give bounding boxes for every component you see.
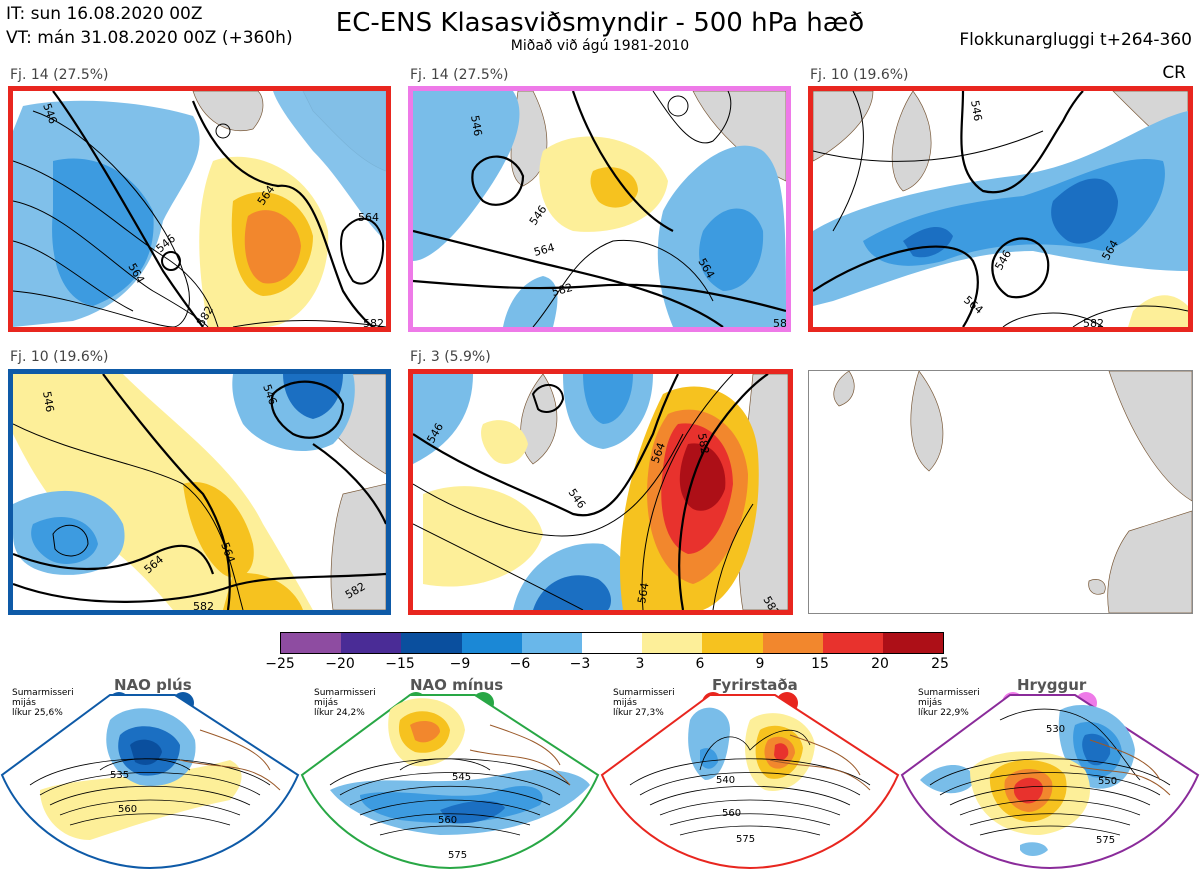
colorbar-tick: 6 xyxy=(695,656,705,672)
contour-label: 582 xyxy=(550,281,574,299)
regime-map-3: 540 560 575 xyxy=(600,694,900,870)
contour-label: 575 xyxy=(448,850,467,861)
colorbar xyxy=(280,632,944,654)
colorbar-swatch xyxy=(581,633,643,653)
contour-label: 560 xyxy=(722,808,741,819)
colorbar-swatch xyxy=(762,633,823,653)
regime-title-1: NAO plús xyxy=(114,676,192,694)
cluster-map-3: 546 546 564 582 564 xyxy=(808,86,1193,332)
contour-label: 582 xyxy=(773,317,786,327)
colorbar-swatch xyxy=(281,633,342,653)
colorbar-tick: 3 xyxy=(635,656,645,672)
colorbar-swatch xyxy=(642,633,703,653)
regime-note-line: mijás xyxy=(613,698,637,708)
classification-window: Flokkunargluggi t+264-360 xyxy=(959,30,1192,50)
contour-label: 546 xyxy=(40,390,56,413)
colorbar-tick: −20 xyxy=(325,656,355,672)
regime-note-line: líkur 24,2% xyxy=(314,708,365,718)
regime-title-3: Fyrirstaða xyxy=(712,676,798,694)
colorbar-tick: −25 xyxy=(265,656,295,672)
regime-note-line: mijás xyxy=(918,698,942,708)
regime-note-line: mijás xyxy=(12,698,36,708)
cluster-map-5: 546 546 564 582 564 582 xyxy=(408,369,793,615)
cluster-map-2: 546 546 564 564 582 582 xyxy=(408,86,791,332)
regime-note-1: Sumarmisseri mijás líkur 25,6% xyxy=(12,688,74,718)
colorbar-tick: −6 xyxy=(509,656,531,672)
regime-note-line: Sumarmisseri xyxy=(12,688,74,698)
colorbar-tick: 20 xyxy=(871,656,889,672)
contour-label: 564 xyxy=(532,241,556,259)
contour-label: 575 xyxy=(736,834,755,845)
regime-note-line: Sumarmisseri xyxy=(613,688,675,698)
chart-subtitle: Miðað við ágú 1981-2010 xyxy=(510,38,690,54)
colorbar-tick: 9 xyxy=(755,656,765,672)
regime-note-line: líkur 22,9% xyxy=(918,708,969,718)
colorbar-swatch xyxy=(401,633,462,653)
colorbar-tick: 25 xyxy=(931,656,949,672)
colorbar-tick: −3 xyxy=(569,656,591,672)
contour-label: 560 xyxy=(438,815,457,826)
contour-label: 582 xyxy=(1083,317,1104,327)
contour-label: 545 xyxy=(452,772,471,783)
regime-note-line: Sumarmisseri xyxy=(314,688,376,698)
regime-note-line: mijás xyxy=(314,698,338,708)
colorbar-swatch xyxy=(521,633,582,653)
contour-label: 575 xyxy=(1096,835,1115,846)
regime-map-1: 535 560 xyxy=(0,694,300,870)
panel-label-3: Fj. 10 (19.6%) xyxy=(810,67,909,83)
colorbar-tick: −9 xyxy=(449,656,471,672)
cluster-map-1: 546 564 546 564 564 582 582 xyxy=(8,86,391,332)
contour-label: 564 xyxy=(635,582,651,605)
colorbar-swatch xyxy=(882,633,944,653)
colorbar-swatch xyxy=(461,633,522,653)
contour-label: 582 xyxy=(695,432,711,455)
colorbar-swatch xyxy=(341,633,402,653)
colorbar-swatch xyxy=(822,633,883,653)
contour-label: 550 xyxy=(1098,776,1117,787)
regime-map-4: 530 550 575 xyxy=(900,694,1200,870)
regime-note-2: Sumarmisseri mijás líkur 24,2% xyxy=(314,688,376,718)
colorbar-swatch xyxy=(702,633,763,653)
contour-label: 560 xyxy=(118,804,137,815)
contour-label: 546 xyxy=(968,99,984,122)
regime-note-4: Sumarmisseri mijás líkur 22,9% xyxy=(918,688,980,718)
contour-label: 530 xyxy=(1046,724,1065,735)
panel-label-1: Fj. 14 (27.5%) xyxy=(10,67,109,83)
regime-map-2: 545 560 575 xyxy=(300,694,600,870)
empty-map xyxy=(808,370,1193,614)
valid-time: VT: mán 31.08.2020 00Z (+360h) xyxy=(6,28,293,48)
colorbar-tick: 15 xyxy=(811,656,829,672)
initial-time: IT: sun 16.08.2020 00Z xyxy=(6,4,203,24)
panel-label-2: Fj. 14 (27.5%) xyxy=(410,67,509,83)
regime-note-line: líkur 27,3% xyxy=(613,708,664,718)
contour-label: 582 xyxy=(363,317,384,327)
contour-label: 546 xyxy=(468,114,484,137)
regime-note-line: líkur 25,6% xyxy=(12,708,63,718)
regime-title-4: Hryggur xyxy=(1017,676,1087,694)
panel-label-5: Fj. 3 (5.9%) xyxy=(410,349,491,365)
cluster-map-4: 546 546 564 564 582 582 xyxy=(8,369,391,615)
colorbar-tick: −15 xyxy=(385,656,415,672)
regime-title-2: NAO mínus xyxy=(410,676,504,694)
contour-label: 540 xyxy=(716,775,735,786)
cr-label: CR xyxy=(1162,63,1186,83)
chart-title: EC-ENS Klasasviðsmyndir - 500 hPa hæð xyxy=(335,8,865,38)
regime-note-3: Sumarmisseri mijás líkur 27,3% xyxy=(613,688,675,718)
contour-label: 564 xyxy=(358,211,379,224)
contour-label: 582 xyxy=(193,600,214,610)
regime-note-line: Sumarmisseri xyxy=(918,688,980,698)
panel-label-4: Fj. 10 (19.6%) xyxy=(10,349,109,365)
contour-label: 535 xyxy=(110,770,129,781)
